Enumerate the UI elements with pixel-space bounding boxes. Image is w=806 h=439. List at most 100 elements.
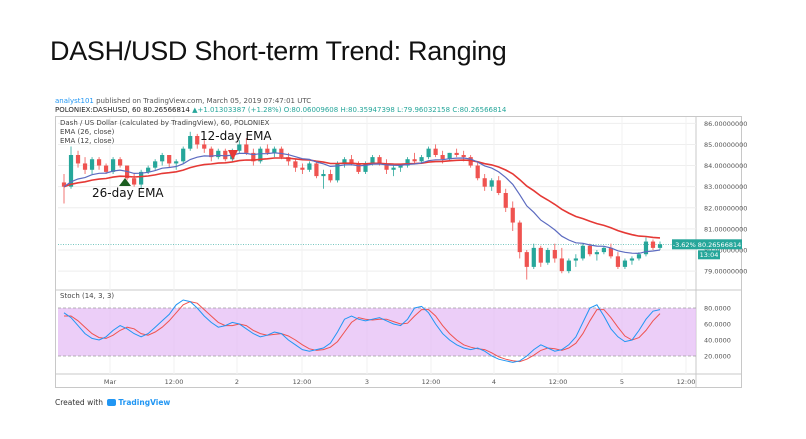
- candle-body: [601, 247, 607, 253]
- stoch-tick-label: 80.0000: [704, 305, 731, 313]
- time-tick-label: 3: [365, 378, 369, 386]
- time-tick-label: 12:00: [677, 378, 696, 386]
- candle-body: [510, 207, 515, 223]
- legend-ema12: EMA (12, close): [60, 137, 115, 145]
- legend-ema26: EMA (26, close): [60, 128, 115, 136]
- ema12-arrow-icon: [228, 150, 238, 160]
- publish-info: analyst101 published on TradingView.com,…: [55, 97, 311, 105]
- candle-body: [573, 258, 578, 261]
- candle-body: [412, 159, 417, 162]
- candle-body: [608, 247, 614, 257]
- price-tick-label: 84.00000000: [704, 162, 747, 170]
- page-title: DASH/USD Short-term Trend: Ranging: [50, 36, 507, 66]
- candle-body: [391, 167, 396, 170]
- candle-body: [82, 163, 88, 170]
- candle-body: [356, 163, 361, 172]
- candle-body: [188, 136, 193, 149]
- candle-body: [328, 174, 333, 181]
- candle-body: [279, 148, 284, 158]
- candle-body: [531, 247, 536, 267]
- candle-body: [265, 148, 270, 153]
- candle-body: [482, 178, 487, 187]
- candle-body: [342, 159, 347, 164]
- candle-body: [293, 161, 298, 168]
- publish-text: published on TradingView.com, March 05, …: [96, 97, 312, 105]
- price-change: ▲+1.01303387 (+1.28%): [192, 106, 282, 114]
- candle-body: [237, 144, 242, 151]
- last-price-badge-text: -3.62% 80.26566814: [673, 241, 741, 249]
- tradingview-link[interactable]: TradingView: [118, 398, 171, 407]
- candle-body: [103, 165, 109, 172]
- high-value: H:80.35947398: [340, 106, 395, 114]
- candle-body: [75, 155, 81, 164]
- candle-body: [96, 159, 102, 166]
- time-tick-label: 2: [235, 378, 239, 386]
- stoch-tick-label: 40.0000: [704, 337, 731, 345]
- candle-body: [538, 247, 543, 263]
- annotation-ema26: 26-day EMA: [92, 186, 164, 200]
- candle-body: [419, 157, 424, 162]
- candle-body: [398, 165, 403, 168]
- candle-body: [139, 171, 144, 185]
- countdown-badge: [698, 250, 720, 260]
- candle-body: [61, 182, 67, 187]
- open-value: O:80.06009608: [283, 106, 339, 114]
- candle-body: [384, 163, 389, 170]
- stoch-label: Stoch (14, 3, 3): [60, 292, 115, 300]
- tradingview-logo-icon: [107, 399, 117, 406]
- stoch-tick-label: 60.0000: [704, 321, 731, 329]
- candle-body: [552, 250, 557, 259]
- candle-body: [160, 155, 165, 162]
- candle-body: [300, 167, 305, 170]
- candle-body: [251, 152, 256, 162]
- candle-body: [307, 163, 312, 170]
- candle-body: [181, 148, 186, 162]
- created-with-text: Created with: [55, 398, 103, 407]
- stoch-k-line: [63, 299, 661, 363]
- symbol-label: POLONIEX:DASHUSD, 60: [55, 106, 141, 114]
- last-price: 80.26566814: [143, 106, 190, 114]
- candle-body: [89, 159, 95, 170]
- candle-body: [426, 148, 431, 158]
- candle-body: [174, 161, 179, 164]
- author-link[interactable]: analyst101: [55, 97, 94, 105]
- candle-body: [566, 260, 571, 272]
- candle-body: [209, 148, 214, 158]
- last-price-badge: [672, 239, 742, 250]
- candle-body: [636, 254, 642, 259]
- candle-body: [629, 258, 635, 261]
- ema26-line: [63, 157, 661, 239]
- time-tick-label: 12:00: [293, 378, 312, 386]
- ema12-line: [63, 152, 661, 255]
- candle-body: [377, 157, 382, 164]
- candle-body: [615, 256, 621, 267]
- countdown-badge-text: 13:04: [700, 251, 719, 259]
- candle-body: [110, 159, 116, 172]
- price-tick-label: 81.00000000: [704, 225, 747, 233]
- candle-body: [202, 144, 207, 149]
- candle-body: [132, 178, 137, 185]
- candle-body: [545, 250, 550, 263]
- candle-body: [321, 174, 326, 177]
- candle-body: [433, 148, 438, 155]
- candle-body: [258, 148, 263, 162]
- candle-body: [440, 155, 445, 160]
- candle-body: [447, 152, 452, 160]
- chart-frame[interactable]: [55, 116, 742, 388]
- candle-body: [524, 252, 529, 267]
- candle-body: [489, 180, 494, 187]
- candle-body: [587, 245, 592, 255]
- price-tick-label: 82.00000000: [704, 204, 747, 212]
- candle-body: [454, 152, 459, 155]
- candle-body: [146, 167, 151, 172]
- candle-body: [503, 193, 508, 208]
- candle-body: [650, 241, 656, 248]
- candle-body: [244, 144, 249, 153]
- legend-series: Dash / US Dollar (calculated by TradingV…: [60, 119, 270, 127]
- time-tick-label: 5: [620, 378, 624, 386]
- candle-body: [153, 161, 158, 168]
- candle-body: [363, 163, 368, 172]
- candle-body: [195, 136, 200, 145]
- time-tick-label: 12:00: [165, 378, 184, 386]
